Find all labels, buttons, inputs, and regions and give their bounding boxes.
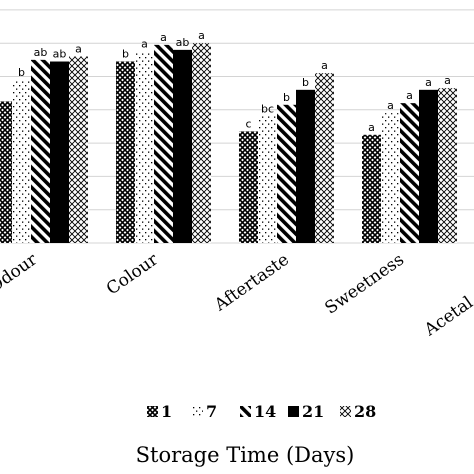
legend-swatch-day-28 — [340, 406, 351, 417]
significance-label: a — [141, 38, 148, 51]
bar-odour-day-28 — [69, 56, 88, 243]
bar-colour-day-14 — [154, 44, 173, 243]
x-axis-title: Storage Time (Days) — [136, 443, 355, 467]
bar-aftertaste-day-14 — [277, 104, 296, 244]
significance-label: b — [283, 91, 290, 104]
legend: 1 7 14 21 28 — [147, 402, 376, 421]
bar-sweetness-day-14 — [400, 103, 419, 243]
significance-label: a — [387, 99, 394, 112]
bar-aftertaste-day-7 — [258, 116, 277, 243]
significance-label: a — [444, 74, 451, 87]
legend-swatch-day-1 — [147, 406, 158, 417]
bar-sweetness-day-1 — [362, 134, 381, 243]
bar-colour-day-28 — [192, 43, 211, 244]
significance-label: a — [406, 89, 413, 102]
category-label-aftertaste: Aftertaste — [210, 250, 293, 316]
category-label-sweetness: Sweetness — [321, 250, 408, 319]
category-label-colour: Colour — [103, 249, 163, 299]
legend-label-day-14: 14 — [254, 402, 276, 421]
bar-odour-day-14 — [31, 59, 50, 243]
bar-aftertaste-day-21 — [296, 89, 315, 243]
bar-odour-day-7 — [12, 79, 31, 243]
category-label-odour: Odour — [0, 249, 42, 297]
significance-label: b — [18, 66, 25, 79]
bar-odour-day-21 — [50, 61, 69, 243]
significance-label: b — [122, 48, 129, 61]
bars — [0, 43, 457, 244]
significance-label: a — [368, 121, 375, 134]
significance-label: bc — [261, 102, 274, 115]
significance-label: b — [302, 76, 309, 89]
legend-label-day-21: 21 — [302, 402, 324, 421]
significance-label: ab — [34, 46, 48, 59]
bar-odour-day-1 — [0, 101, 12, 243]
significance-label: a — [198, 29, 205, 42]
legend-label-day-28: 28 — [354, 402, 376, 421]
legend-swatch-day-21 — [288, 406, 299, 417]
bar-sweetness-day-21 — [419, 89, 438, 243]
bar-sweetness-day-28 — [438, 88, 457, 243]
bar-aftertaste-day-28 — [315, 73, 334, 243]
significance-label: a — [160, 31, 167, 44]
significance-label: c — [245, 117, 251, 130]
significance-label: a — [425, 76, 432, 89]
legend-label-day-1: 1 — [161, 402, 172, 421]
bar-aftertaste-day-1 — [239, 131, 258, 243]
legend-swatch-day-7 — [192, 406, 203, 417]
significance-label: ab — [176, 36, 190, 49]
bar-colour-day-7 — [135, 51, 154, 244]
bar-colour-day-1 — [116, 61, 135, 243]
bar-colour-day-21 — [173, 49, 192, 243]
significance-label: a — [321, 59, 328, 72]
category-labels: Odour Colour Aftertaste Sweetness Acetal — [0, 249, 474, 341]
category-label-acetal: Acetal — [420, 293, 474, 341]
bar-sweetness-day-7 — [381, 113, 400, 243]
significance-label: a — [75, 43, 82, 56]
significance-label: ab — [53, 48, 67, 61]
legend-swatch-day-14 — [240, 406, 251, 417]
legend-label-day-7: 7 — [206, 402, 217, 421]
